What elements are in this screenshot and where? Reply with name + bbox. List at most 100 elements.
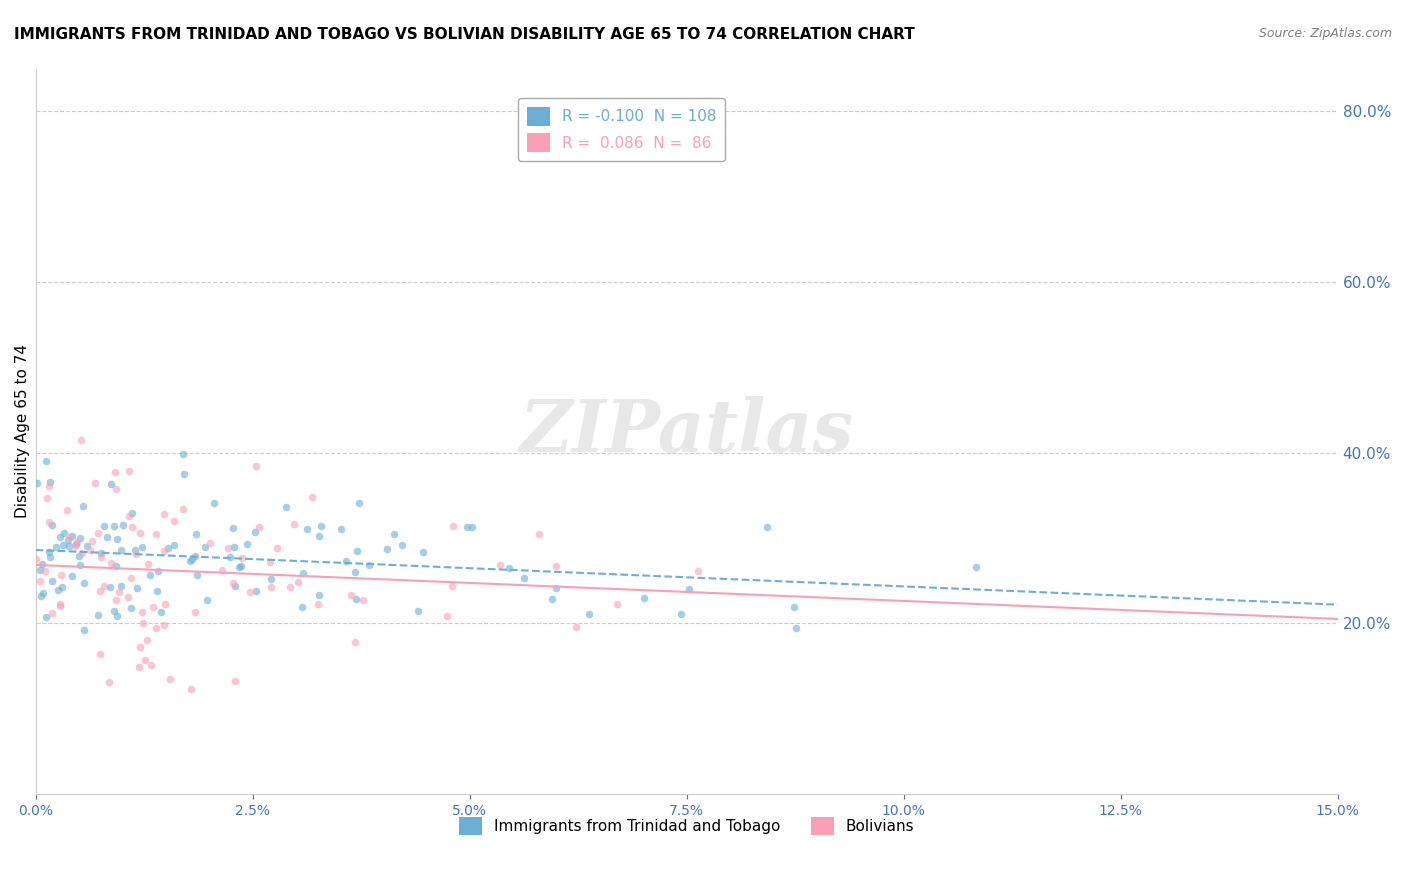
Point	[52, 538, 75, 552]
Point	[436, 609, 458, 624]
Point	[79, 543, 101, 558]
Point	[60, 569, 83, 583]
Point	[97, 674, 120, 689]
Point	[259, 555, 281, 569]
Point	[30, 589, 52, 603]
Point	[145, 527, 167, 541]
Point	[408, 604, 430, 618]
Point	[136, 557, 159, 571]
Point	[163, 538, 186, 552]
Point	[72, 576, 94, 591]
Point	[498, 561, 520, 575]
Point	[184, 606, 207, 620]
Point	[375, 542, 398, 557]
Point	[344, 592, 367, 607]
Point	[90, 545, 112, 559]
Point	[129, 640, 152, 655]
Point	[153, 544, 176, 558]
Point	[184, 527, 207, 541]
Point	[49, 599, 72, 614]
Point	[441, 518, 464, 533]
Point	[172, 447, 194, 461]
Point	[89, 583, 111, 598]
Point	[69, 558, 91, 572]
Point	[222, 540, 245, 554]
Point	[128, 659, 150, 673]
Point	[86, 526, 108, 541]
Point	[456, 520, 478, 534]
Y-axis label: Disability Age 65 to 74: Disability Age 65 to 74	[15, 344, 30, 518]
Point	[352, 592, 374, 607]
Point	[291, 566, 314, 581]
Point	[96, 529, 118, 543]
Point	[153, 617, 176, 632]
Point	[127, 581, 149, 595]
Point	[965, 559, 987, 574]
Point	[186, 567, 208, 582]
Text: ZIPatlas: ZIPatlas	[520, 396, 853, 467]
Point	[110, 579, 132, 593]
Point	[117, 464, 139, 478]
Point	[90, 549, 112, 564]
Point	[295, 522, 318, 536]
Point	[156, 541, 179, 555]
Point	[34, 564, 56, 578]
Point	[49, 530, 72, 544]
Point	[344, 635, 367, 649]
Point	[159, 672, 181, 686]
Point	[59, 530, 82, 544]
Point	[93, 519, 115, 533]
Point	[83, 476, 105, 491]
Point	[382, 527, 405, 541]
Point	[41, 518, 63, 533]
Point	[131, 541, 153, 555]
Point	[678, 582, 700, 596]
Point	[245, 584, 267, 599]
Point	[529, 526, 551, 541]
Point	[104, 465, 127, 479]
Point	[28, 563, 51, 577]
Point	[131, 605, 153, 619]
Point	[283, 517, 305, 532]
Point	[135, 633, 157, 648]
Point	[162, 514, 184, 528]
Point	[247, 519, 270, 533]
Point	[25, 476, 48, 491]
Point	[546, 559, 568, 574]
Point	[194, 541, 217, 555]
Point	[39, 549, 62, 564]
Point	[301, 490, 323, 504]
Point	[105, 559, 128, 574]
Point	[70, 433, 93, 447]
Point	[87, 607, 110, 622]
Point	[291, 599, 314, 614]
Point	[239, 585, 262, 599]
Point	[100, 477, 122, 491]
Point	[148, 564, 170, 578]
Point	[110, 542, 132, 557]
Point	[578, 607, 600, 622]
Point	[782, 599, 804, 614]
Point	[308, 588, 330, 602]
Point	[134, 653, 156, 667]
Point	[756, 520, 779, 534]
Point	[117, 590, 139, 604]
Point	[243, 525, 266, 540]
Point	[34, 610, 56, 624]
Point	[142, 600, 165, 615]
Point	[139, 658, 162, 673]
Point	[98, 581, 121, 595]
Point	[52, 526, 75, 541]
Point	[606, 597, 628, 611]
Point	[107, 532, 129, 546]
Point	[228, 559, 250, 574]
Point	[564, 620, 586, 634]
Point	[266, 541, 288, 555]
Point	[287, 575, 309, 590]
Point	[60, 529, 83, 543]
Point	[111, 518, 134, 533]
Point	[51, 580, 73, 594]
Point	[359, 558, 381, 573]
Point	[31, 557, 53, 571]
Point	[121, 506, 143, 520]
